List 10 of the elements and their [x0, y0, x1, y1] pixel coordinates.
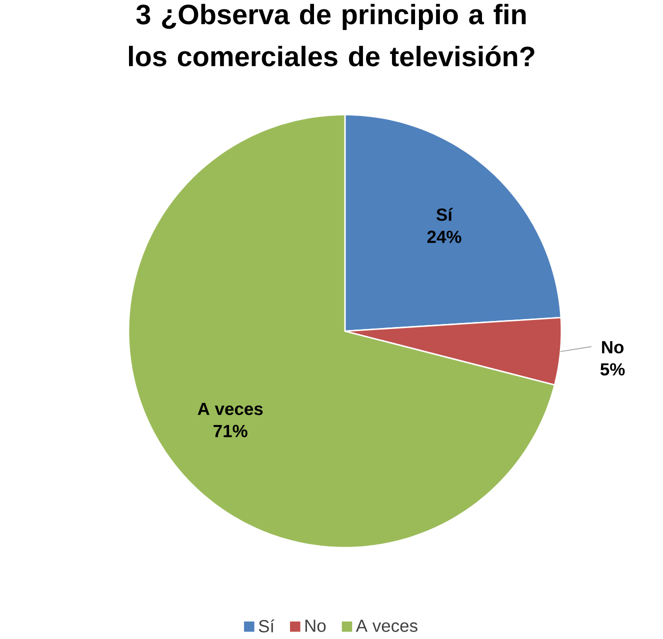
data-label: 5%: [600, 363, 625, 376]
legend-label: No: [305, 620, 326, 632]
slice-label: A veces: [198, 403, 263, 416]
slice-label: No: [602, 341, 624, 354]
chart-title: 3 ¿Observa de principio a fin los comerciales de televisión?: [128, 4, 534, 67]
data-label: 24%: [427, 230, 462, 244]
data-label: 71%: [214, 425, 248, 438]
slice-label: Sí: [436, 208, 453, 222]
legend-label: A veces: [356, 620, 418, 632]
legend-label: Sí: [258, 620, 274, 633]
